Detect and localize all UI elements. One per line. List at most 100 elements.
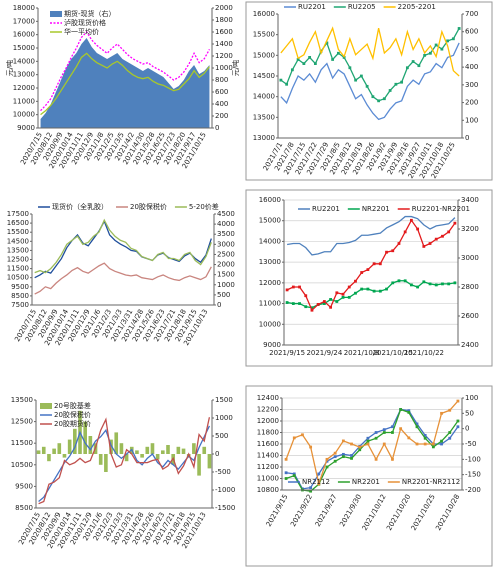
marker [366,436,370,440]
marker [422,245,426,248]
bar [202,446,207,454]
legend-label: RU2201 [298,3,326,11]
line [40,52,210,116]
x-tick-label: 2021/9/24 [306,349,342,357]
bar [83,421,87,454]
marker [292,472,296,476]
y2-tick-label: 600 [215,88,228,96]
marker [371,95,375,99]
legend-label: NR2201 [362,205,390,213]
marker [310,306,314,310]
y-tick-label: 11200 [257,463,279,471]
y2-tick-label: 1000 [215,64,233,72]
y2-tick-label: -200 [465,486,481,494]
line [34,218,212,274]
line [280,26,460,77]
y-tick-label: 16000 [259,196,281,204]
bar [161,450,165,454]
y2-tick-label: 2800 [461,283,479,291]
y-tick-label: 9000 [17,124,35,132]
marker [354,78,358,82]
line [40,30,211,112]
marker [415,425,419,429]
marker [341,452,345,456]
y-tick-label: 15500 [7,228,29,236]
legend-swatch [50,11,62,17]
marker [453,221,457,225]
line [34,219,212,279]
marker [423,53,427,57]
marker [382,431,386,434]
legend-label: 20胶保税价 [54,410,91,419]
y-tick-label: 8500 [11,292,29,300]
bar [62,454,67,458]
y2-tick-label: 500 [215,432,228,440]
legend-label: NR2112 [302,478,330,486]
marker [350,442,353,446]
y-tick-label: 12000 [13,84,35,92]
bar [207,454,212,469]
y2-tick-label: 1500 [215,396,233,404]
marker [292,474,296,478]
bar [104,454,108,472]
marker [291,285,295,289]
marker [366,287,370,291]
y-tick-label: 18000 [13,4,35,12]
legend-label: 华一平均价 [64,27,99,36]
y-tick-label: 15000 [259,217,281,225]
marker [423,433,427,437]
marker [298,302,301,305]
marker [325,457,329,461]
legend-label: 现货价（全乳胶） [52,202,108,211]
y-tick-label: 11400 [257,452,279,460]
bar [73,428,77,454]
marker [308,56,312,59]
legend-label: 2205-2201 [398,3,436,11]
marker [416,227,420,231]
marker [407,409,411,413]
y2-tick-label: 1000 [215,414,233,422]
y2-tick-label: 1200 [215,52,233,60]
line [287,280,455,309]
y2-tick-label: 400 [215,100,228,108]
legend-label: 5-20价差 [189,202,219,211]
y-tick-label: 13000 [253,134,275,142]
marker [322,302,326,305]
marker [391,425,394,429]
y2-tick-label: 200 [465,99,478,107]
bar [124,454,129,462]
bar [135,450,139,454]
marker [317,482,321,486]
marker [279,78,283,82]
y2-tick-label: -150 [465,471,481,479]
y2-tick-label: 1600 [215,28,233,36]
marker [360,271,364,274]
y2-tick-label: 3200 [461,225,479,233]
y2-tick-label: 1500 [217,271,235,279]
y-tick-label: 15000 [253,51,275,59]
y-tick-label: 14500 [7,237,29,245]
y2-tick-label: 1400 [215,40,233,48]
y2-tick-label: 2000 [215,4,233,12]
bar [140,454,144,458]
legend-label: NR2201 [352,478,380,486]
marker [397,279,401,283]
y2-tick-label: 1800 [215,16,233,24]
y2-tick-label: 700 [465,10,478,18]
marker [403,279,407,283]
marker [350,454,353,457]
bar [88,436,93,454]
y2-tick-label: 600 [465,28,478,36]
y-tick-label: 15500 [253,31,275,39]
marker [366,439,370,443]
marker [448,431,452,434]
marker [391,431,394,434]
panel-border [245,1,493,181]
marker [291,302,295,305]
marker [431,442,435,446]
y-tick-label: 10500 [11,461,33,469]
marker [451,37,455,41]
marker [333,459,337,463]
y-tick-label: 14500 [253,72,275,80]
marker [284,477,288,480]
